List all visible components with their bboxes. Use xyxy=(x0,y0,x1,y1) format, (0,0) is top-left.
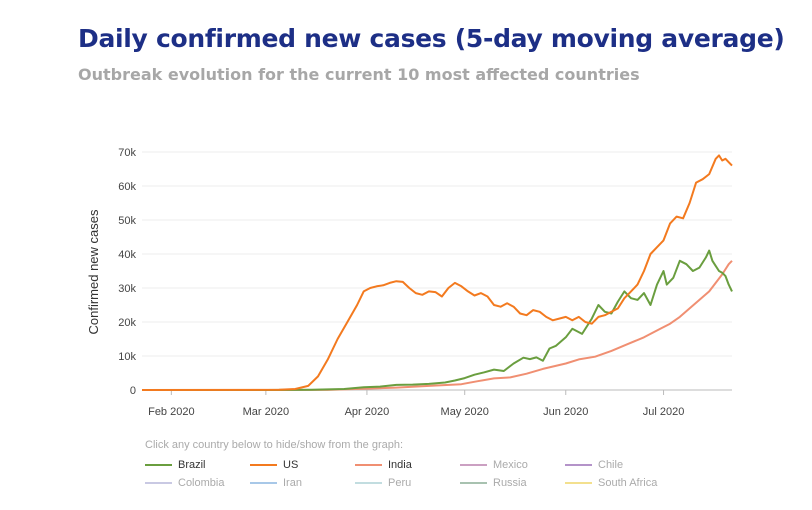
legend-swatch xyxy=(460,464,487,466)
legend-item-south-africa[interactable]: South Africa xyxy=(565,477,657,489)
chart-title: Daily confirmed new cases (5-day moving … xyxy=(78,24,785,53)
legend-swatch xyxy=(355,464,382,466)
y-tick-label: 60k xyxy=(118,181,136,193)
legend-swatch xyxy=(565,464,592,466)
legend-swatch xyxy=(250,464,277,466)
x-tick-label: Feb 2020 xyxy=(148,406,194,418)
grid-lines xyxy=(142,151,732,357)
legend-item-mexico[interactable]: Mexico xyxy=(460,459,528,471)
x-tick-label: Jul 2020 xyxy=(643,406,685,418)
y-tick-label: 40k xyxy=(118,249,136,261)
y-axis-ticks: 0 10k 20k 30k 40k 50k 60k 70k xyxy=(118,147,136,397)
legend-label: US xyxy=(283,459,299,471)
series-line-brazil xyxy=(142,249,733,391)
x-tick-label: May 2020 xyxy=(441,406,489,418)
y-tick-label: 70k xyxy=(118,147,136,159)
legend-item-india[interactable]: India xyxy=(355,459,412,471)
y-tick-label: 10k xyxy=(118,351,136,363)
series-line-us xyxy=(141,154,733,391)
x-tick-label: Jun 2020 xyxy=(543,406,588,418)
legend-item-us[interactable]: US xyxy=(250,459,298,471)
legend-item-brazil[interactable]: Brazil xyxy=(145,459,206,471)
legend-swatch xyxy=(250,482,277,484)
legend-label: Peru xyxy=(388,477,412,489)
legend-label: Mexico xyxy=(493,459,528,471)
legend-item-russia[interactable]: Russia xyxy=(460,477,527,489)
y-tick-label: 0 xyxy=(130,385,136,397)
y-axis-label: Confirmed new cases xyxy=(86,209,101,334)
line-chart: 0 10k 20k 30k 40k 50k 60k 70k Feb 2020 Mar 2020 A… xyxy=(86,147,733,418)
series-lines xyxy=(141,154,733,391)
legend-label: Brazil xyxy=(178,459,206,471)
x-tick-label: Mar 2020 xyxy=(243,406,289,418)
legend-label: Colombia xyxy=(178,477,225,489)
legend-item-colombia[interactable]: Colombia xyxy=(145,477,224,489)
legend-item-iran[interactable]: Iran xyxy=(250,477,302,489)
legend-label: South Africa xyxy=(598,477,658,489)
legend-swatch xyxy=(460,482,487,484)
x-tick-label: Apr 2020 xyxy=(345,406,390,418)
legend-label: India xyxy=(388,459,412,471)
legend-swatch xyxy=(355,482,382,484)
x-axis-ticks: Feb 2020 Mar 2020 Apr 2020 May 2020 Jun 2020… xyxy=(148,390,684,418)
legend-label: Iran xyxy=(283,477,302,489)
legend-hint: Click any country below to hide/show fro… xyxy=(145,439,404,451)
y-tick-label: 20k xyxy=(118,317,136,329)
legend-label: Chile xyxy=(598,459,624,471)
series-line-india xyxy=(141,260,733,391)
y-tick-label: 30k xyxy=(118,283,136,295)
chart-subtitle: Outbreak evolution for the current 10 mo… xyxy=(78,65,640,84)
legend-item-peru[interactable]: Peru xyxy=(355,477,411,489)
legend-item-chile[interactable]: Chile xyxy=(565,459,623,471)
legend-swatch xyxy=(145,482,172,484)
legend-swatch xyxy=(145,464,172,466)
legend-swatch xyxy=(565,482,592,484)
y-tick-label: 50k xyxy=(118,215,136,227)
legend-label: Russia xyxy=(493,477,527,489)
